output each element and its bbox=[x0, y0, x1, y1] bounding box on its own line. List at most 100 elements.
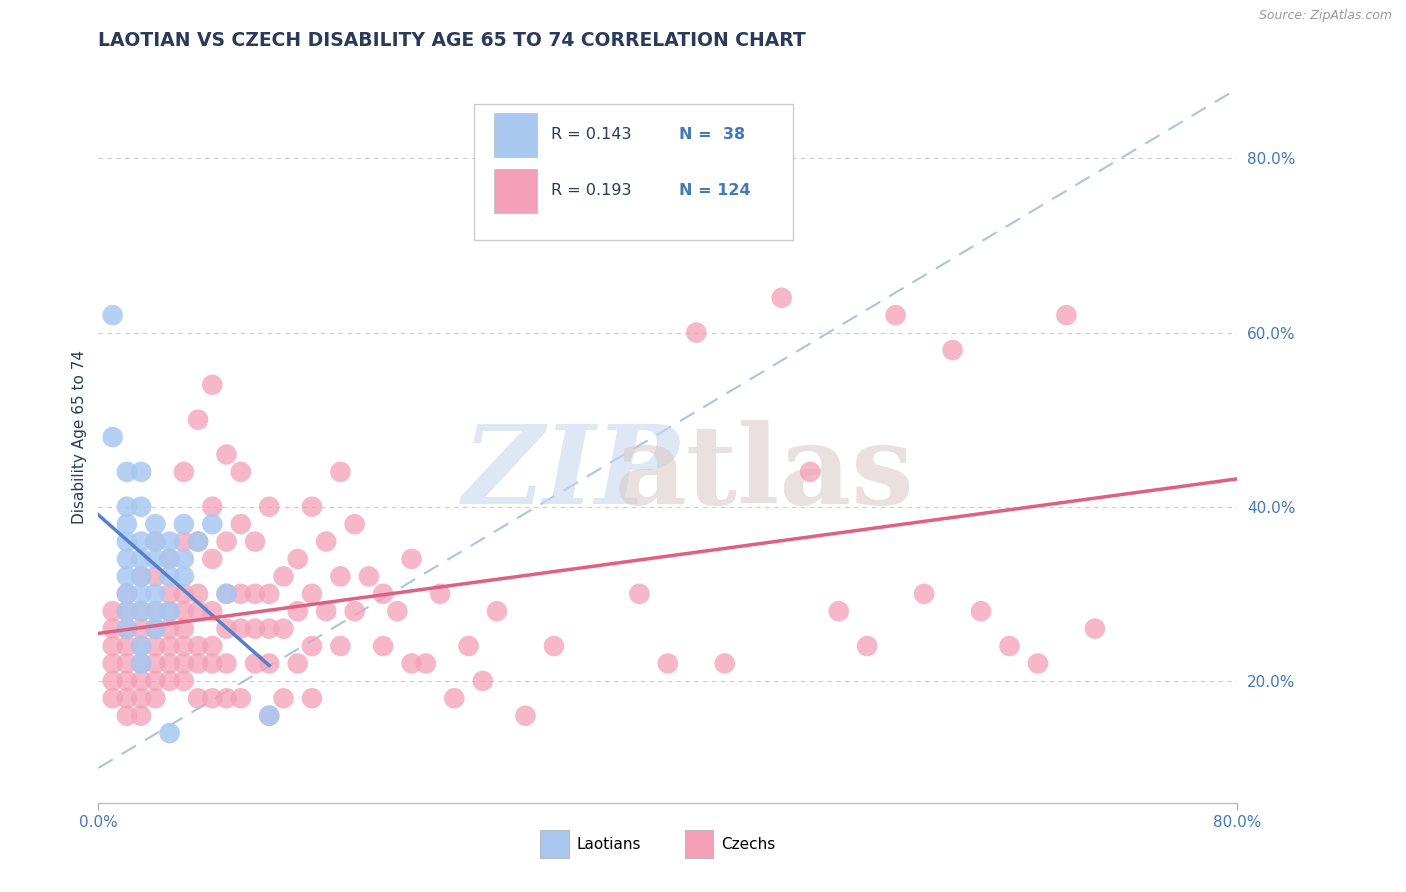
Point bbox=[187, 639, 209, 653]
Point bbox=[129, 622, 152, 636]
Point bbox=[115, 657, 138, 671]
Point bbox=[129, 673, 152, 688]
Text: Laotians: Laotians bbox=[576, 837, 641, 852]
Point bbox=[129, 691, 152, 706]
Point bbox=[115, 604, 138, 618]
Point bbox=[129, 500, 152, 514]
Point bbox=[287, 604, 309, 618]
Point bbox=[101, 657, 124, 671]
Point bbox=[115, 708, 138, 723]
Point bbox=[259, 708, 281, 723]
Point bbox=[145, 517, 167, 532]
Point bbox=[115, 552, 138, 566]
Point bbox=[145, 673, 167, 688]
Point bbox=[215, 622, 238, 636]
Point bbox=[101, 604, 124, 618]
Point bbox=[173, 639, 195, 653]
Text: N =  38: N = 38 bbox=[679, 128, 745, 142]
Point bbox=[145, 552, 167, 566]
Text: N = 124: N = 124 bbox=[679, 184, 751, 198]
Point bbox=[129, 534, 152, 549]
Point bbox=[115, 673, 138, 688]
Point bbox=[173, 604, 195, 618]
Point bbox=[145, 534, 167, 549]
Point bbox=[201, 552, 224, 566]
Point bbox=[145, 604, 167, 618]
Point bbox=[159, 552, 181, 566]
Point bbox=[229, 622, 252, 636]
Point bbox=[229, 691, 252, 706]
Point bbox=[187, 534, 209, 549]
Point bbox=[315, 604, 337, 618]
Point bbox=[912, 587, 935, 601]
Point bbox=[329, 569, 352, 583]
Point bbox=[970, 604, 993, 618]
Point bbox=[145, 569, 167, 583]
Point bbox=[287, 657, 309, 671]
Point bbox=[215, 657, 238, 671]
Point bbox=[443, 691, 465, 706]
Point bbox=[1084, 622, 1107, 636]
Point bbox=[429, 587, 451, 601]
Point bbox=[115, 691, 138, 706]
Point bbox=[215, 448, 238, 462]
Point bbox=[229, 517, 252, 532]
Point bbox=[273, 622, 295, 636]
Point bbox=[585, 203, 607, 218]
Point bbox=[387, 604, 409, 618]
Point bbox=[115, 569, 138, 583]
Point bbox=[129, 708, 152, 723]
Point bbox=[259, 708, 281, 723]
Point bbox=[145, 622, 167, 636]
Y-axis label: Disability Age 65 to 74: Disability Age 65 to 74 bbox=[72, 350, 87, 524]
Point bbox=[471, 673, 494, 688]
Point bbox=[201, 657, 224, 671]
Point bbox=[129, 657, 152, 671]
Point bbox=[145, 587, 167, 601]
Text: atlas: atlas bbox=[614, 420, 914, 527]
Point bbox=[173, 622, 195, 636]
Point bbox=[201, 691, 224, 706]
Point bbox=[145, 639, 167, 653]
Text: R = 0.143: R = 0.143 bbox=[551, 128, 631, 142]
Point bbox=[243, 622, 266, 636]
Point bbox=[159, 673, 181, 688]
Point bbox=[215, 587, 238, 601]
Point bbox=[229, 465, 252, 479]
Point bbox=[145, 691, 167, 706]
Point bbox=[129, 639, 152, 653]
Point bbox=[187, 657, 209, 671]
Point bbox=[942, 343, 965, 357]
Point bbox=[187, 691, 209, 706]
Point bbox=[215, 534, 238, 549]
Point bbox=[486, 604, 509, 618]
Point bbox=[201, 604, 224, 618]
Point bbox=[129, 604, 152, 618]
Point bbox=[101, 639, 124, 653]
Point bbox=[343, 604, 366, 618]
Point bbox=[243, 657, 266, 671]
Point bbox=[187, 412, 209, 426]
Point bbox=[173, 657, 195, 671]
Point bbox=[173, 569, 195, 583]
FancyBboxPatch shape bbox=[540, 830, 569, 858]
Point bbox=[457, 639, 479, 653]
Point bbox=[173, 587, 195, 601]
Point bbox=[273, 569, 295, 583]
Point bbox=[301, 639, 323, 653]
Point bbox=[714, 657, 737, 671]
Point bbox=[998, 639, 1021, 653]
Point bbox=[115, 587, 138, 601]
Text: R = 0.193: R = 0.193 bbox=[551, 184, 631, 198]
Point bbox=[685, 326, 707, 340]
Point bbox=[129, 552, 152, 566]
Point bbox=[401, 657, 423, 671]
Point bbox=[159, 604, 181, 618]
Point bbox=[159, 622, 181, 636]
Point bbox=[215, 587, 238, 601]
Point bbox=[115, 622, 138, 636]
Point bbox=[301, 500, 323, 514]
Point bbox=[101, 430, 124, 444]
Point bbox=[159, 587, 181, 601]
Point bbox=[115, 604, 138, 618]
